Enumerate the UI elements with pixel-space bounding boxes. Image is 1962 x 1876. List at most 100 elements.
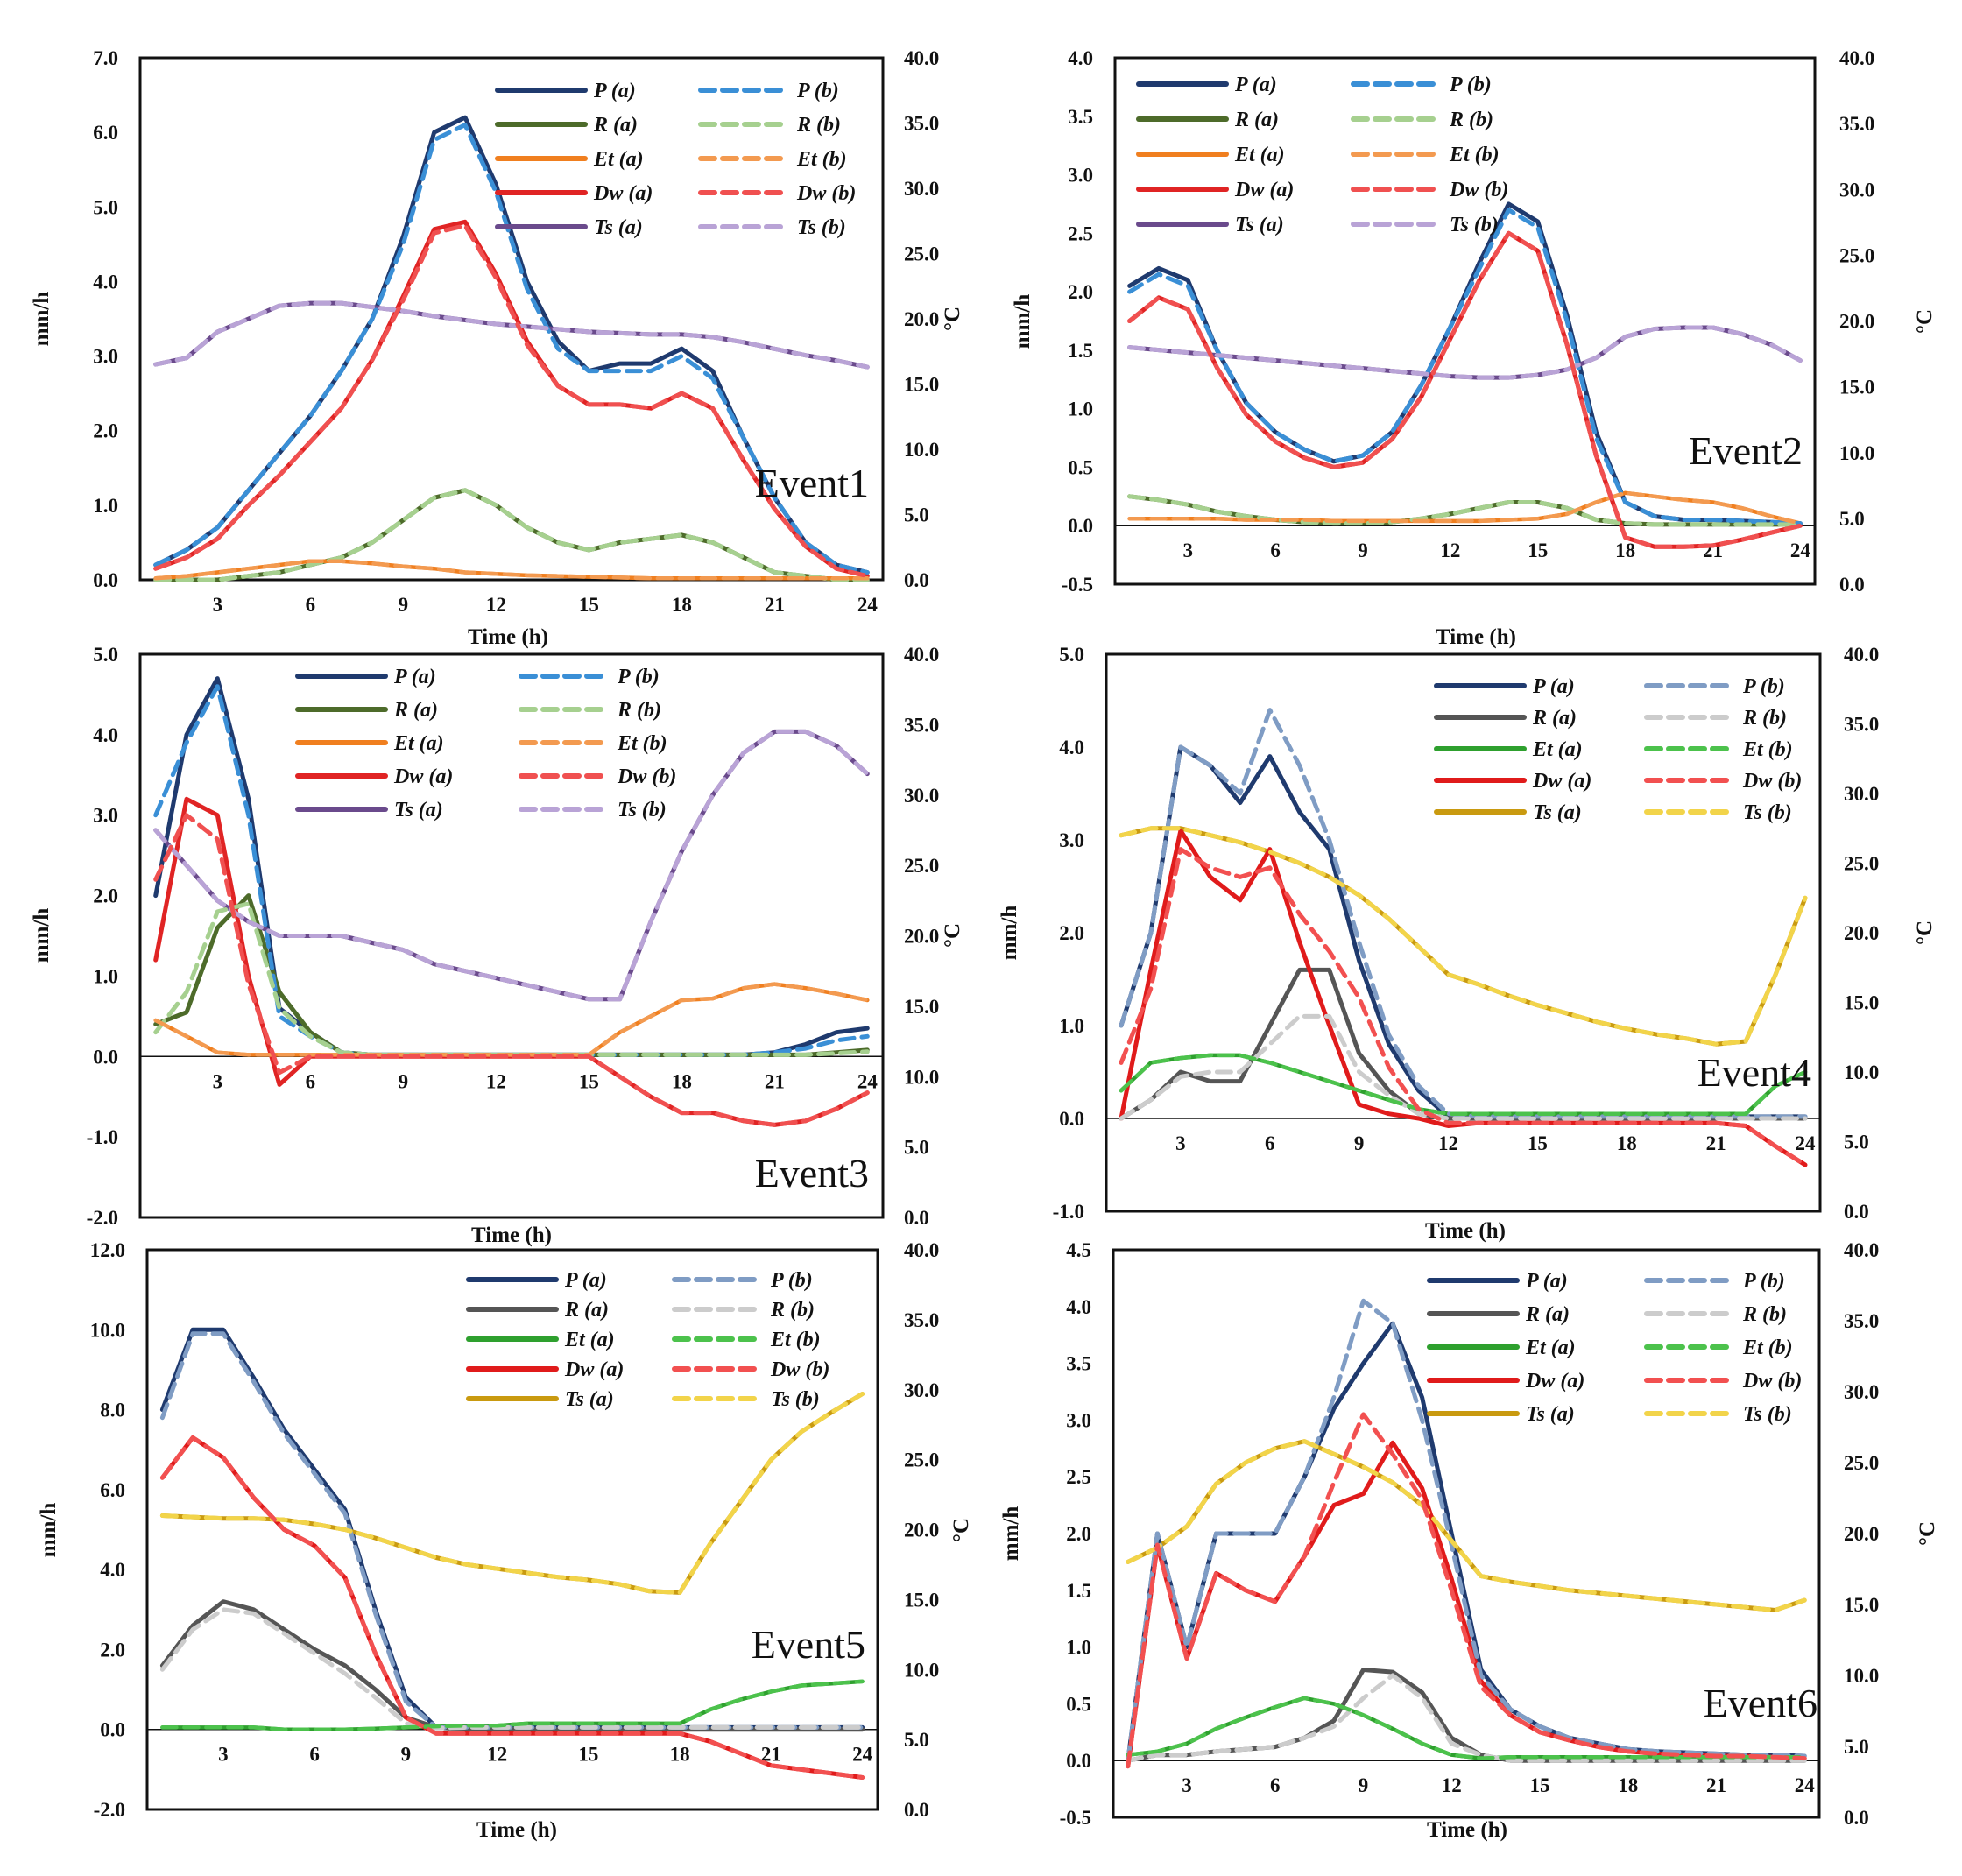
y2-tick-label: 0.0 (904, 1207, 929, 1229)
x-tick-label: 21 (1706, 1774, 1726, 1796)
x-tick-label: 18 (670, 1744, 690, 1766)
legend-label: Ts (b) (797, 216, 846, 239)
y-tick-label: -0.5 (1062, 574, 1093, 596)
y-tick-label: 0.0 (93, 1046, 118, 1068)
legend-label: Et (a) (1234, 144, 1285, 166)
legend-label: Ts (b) (618, 799, 667, 822)
y-tick-label: 0.0 (100, 1719, 125, 1741)
y-tick-label: 2.0 (100, 1639, 125, 1661)
y-tick-label: -1.0 (1053, 1201, 1084, 1223)
series-line-pb-b (1126, 1298, 1807, 1763)
y-tick-label: 2.0 (1068, 281, 1093, 303)
legend-label: Et (b) (617, 732, 667, 755)
legend-label: Et (b) (796, 148, 847, 171)
y-tick-label: 2.5 (1066, 1466, 1091, 1488)
x-tick-label: 3 (1182, 1774, 1192, 1796)
y-tick-label: 1.5 (1068, 340, 1093, 362)
series-line-dwb-b (1119, 847, 1808, 1167)
x-tick-label: 15 (1529, 1774, 1549, 1796)
series-line-rb-b (153, 488, 870, 582)
x-tick-label: 24 (857, 1070, 879, 1092)
x-axis-title: Time (h) (1425, 1219, 1506, 1243)
legend-label: P (b) (1449, 74, 1492, 96)
series-line-dwb-b (159, 1435, 865, 1780)
series-line-etb-b (1119, 1053, 1808, 1116)
x-tick-label: 3 (1182, 540, 1193, 561)
legend: P (a) P (b) R (a) R (b) Et (a) Et (b) Dw (a) Dw… (466, 1269, 829, 1411)
x-tick-label: 9 (1359, 1774, 1369, 1796)
x-tick-label: 24 (857, 594, 879, 616)
legend-label: Ts (b) (1450, 214, 1499, 236)
x-tick-label: 21 (765, 1070, 785, 1092)
x-tick-label: 15 (579, 1070, 599, 1092)
y2-tick-label: 20.0 (904, 1520, 939, 1541)
y-tick-label: 0.0 (1059, 1108, 1084, 1130)
y2-tick-label: 5.0 (904, 1729, 929, 1751)
legend-label: P (a) (593, 80, 636, 102)
y-axis-title: mm/h (1011, 294, 1034, 349)
legend-label: Et (b) (1742, 1336, 1793, 1359)
x-tick-label: 6 (1265, 1132, 1275, 1154)
x-tick-label: 12 (486, 1070, 506, 1092)
y-tick-label: 0.0 (1066, 1750, 1091, 1772)
y2-tick-label: 30.0 (904, 178, 939, 200)
legend-label: Ts (a) (1526, 1403, 1575, 1426)
x-tick-label: 12 (1440, 540, 1460, 561)
x-tick-label: 15 (579, 594, 599, 616)
chart-event2: -0.5 0.0 0.5 1.0 1.5 2.0 2.5 3.0 3.5 4.0 0.0 5.0 10.… (1011, 47, 1937, 649)
y2-tick-label: 15.0 (1844, 992, 1879, 1014)
y-tick-label: 2.0 (1066, 1523, 1091, 1545)
y2-tick-label: 30.0 (1844, 1381, 1879, 1403)
y2-tick-label: 35.0 (1844, 1310, 1879, 1332)
y2-tick-label: 10.0 (1844, 1665, 1879, 1687)
event-label: Event1 (755, 461, 869, 505)
event-label: Event5 (752, 1622, 865, 1667)
legend-label: R (a) (1234, 109, 1279, 131)
legend-label: Dw (b) (1742, 1370, 1802, 1393)
legend: P (a) P (b) R (a) R (b) Et (a) Et (b) Dw (a) Dw… (495, 80, 856, 239)
y2-tick-label: 15.0 (904, 1589, 939, 1611)
series-line-tsb-b (1119, 826, 1808, 1047)
y-tick-label: 0.5 (1068, 456, 1093, 478)
event-label: Event4 (1697, 1050, 1811, 1095)
x-tick-label: 3 (218, 1744, 229, 1766)
x-tick-label: 6 (306, 594, 316, 616)
y2-tick-label: 15.0 (904, 996, 939, 1018)
y-tick-label: 7.0 (93, 47, 118, 69)
y2-tick-label: 35.0 (904, 714, 939, 736)
series-line-rb-b (1127, 494, 1803, 527)
y-tick-label: 6.0 (100, 1479, 125, 1501)
series-line-tsb-b (1127, 325, 1803, 380)
x-tick-label: 21 (765, 594, 785, 616)
y-tick-label: -2.0 (87, 1207, 118, 1229)
y-tick-label: 8.0 (100, 1400, 125, 1421)
series-line-dwb-b (1127, 230, 1803, 549)
legend-label: R (a) (1532, 707, 1577, 730)
y2-tick-label: 0.0 (904, 1799, 929, 1821)
legend-label: R (b) (617, 699, 661, 722)
legend-label: P (a) (393, 666, 436, 688)
x-tick-label: 3 (213, 1070, 223, 1092)
y2-tick-label: 40.0 (904, 1239, 939, 1261)
series-line-tsb-b (153, 729, 870, 1002)
x-tick-label: 24 (1796, 1132, 1817, 1154)
series-line-rb-b (1126, 1673, 1807, 1763)
y2-tick-label: 10.0 (904, 1659, 939, 1681)
legend-label: R (b) (770, 1299, 815, 1322)
x-tick-label: 12 (1438, 1132, 1458, 1154)
y-axis-title: mm/h (999, 1506, 1023, 1562)
y2-tick-label: 10.0 (1844, 1061, 1879, 1083)
x-tick-label: 6 (1270, 1774, 1281, 1796)
y2-tick-label: 40.0 (1844, 644, 1879, 666)
y-tick-label: 4.0 (100, 1559, 125, 1581)
legend: P (a) P (b) R (a) R (b) Et (a) Et (b) Dw (a) Dw… (1136, 74, 1508, 236)
y2-tick-label: 40.0 (904, 47, 939, 69)
legend-label: P (b) (796, 80, 839, 102)
y2-axis-title: °C (1913, 309, 1937, 334)
y2-tick-label: 5.0 (1844, 1736, 1869, 1758)
y-tick-label: 1.5 (1066, 1580, 1091, 1602)
y2-tick-label: 30.0 (1844, 783, 1879, 805)
y-tick-label: 3.0 (1066, 1409, 1091, 1431)
y2-tick-label: 10.0 (904, 439, 939, 461)
legend-label: Dw (b) (1449, 179, 1508, 201)
